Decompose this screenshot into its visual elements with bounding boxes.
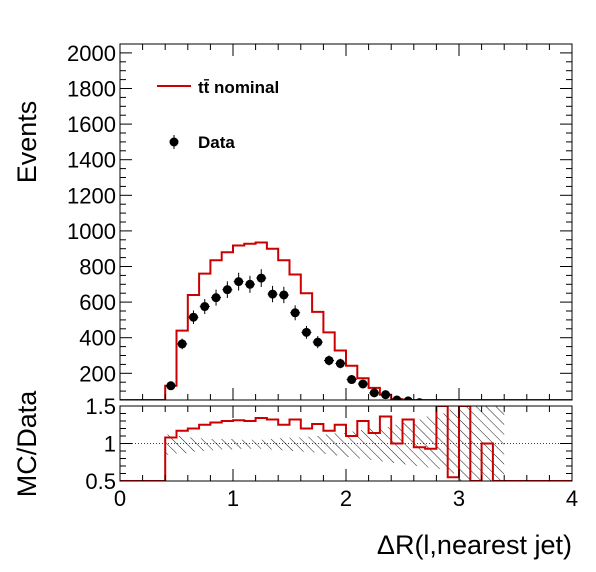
y-tick-label-main: 400	[79, 326, 116, 351]
x-tick-label: 2	[340, 486, 352, 511]
y-tick-label-main: 2000	[67, 41, 116, 66]
data-point	[211, 293, 221, 303]
data-point	[430, 399, 432, 400]
uncertainty-band	[289, 437, 301, 451]
data-point	[403, 396, 413, 400]
main-plot-frame	[119, 43, 573, 401]
data-point	[256, 273, 266, 283]
data-point	[245, 279, 255, 289]
uncertainty-band	[334, 433, 346, 456]
x-tick-label: 1	[227, 486, 239, 511]
uncertainty-band	[221, 439, 233, 450]
uncertainty-band	[300, 436, 313, 452]
data-point	[381, 390, 391, 400]
data-point	[290, 308, 300, 318]
data-point	[268, 289, 278, 299]
uncertainty-band	[312, 436, 324, 453]
x-tick-label: 0	[114, 486, 126, 511]
data-point	[200, 302, 210, 312]
y-axis-title-main: Events	[12, 101, 42, 184]
uncertainty-band	[379, 427, 392, 462]
uncertainty-band	[368, 428, 380, 460]
data-point	[301, 327, 311, 337]
y-tick-label-main: 1200	[67, 183, 116, 208]
y-tick-label-main: 200	[79, 361, 116, 386]
y-tick-label-main: 1800	[67, 77, 116, 102]
y-tick-label-ratio: 0.5	[85, 469, 116, 494]
uncertainty-band	[425, 416, 437, 468]
y-tick-label-main: 1400	[67, 148, 116, 173]
uncertainty-band	[266, 439, 279, 450]
data-point	[313, 337, 323, 347]
ratio-histogram	[120, 406, 572, 481]
data-point	[392, 395, 402, 400]
uncertainty-band	[233, 439, 245, 449]
legend-mc-label: tt̄ nominal	[198, 78, 279, 97]
data-point	[347, 375, 357, 385]
uncertainty-band	[210, 439, 222, 451]
uncertainty-band	[278, 438, 290, 451]
uncertainty-band	[176, 436, 188, 454]
y-tick-label-ratio: 1.5	[85, 394, 116, 419]
y-tick-label-main: 600	[79, 290, 116, 315]
x-axis-title: ΔR(l,nearest jet)	[377, 530, 572, 560]
uncertainty-band	[459, 406, 471, 481]
data-point	[335, 359, 345, 369]
data-point	[188, 312, 198, 322]
data-point	[166, 381, 176, 391]
uncertainty-band	[357, 430, 369, 459]
legend: tt̄ nominal Data	[157, 78, 279, 152]
main-panel: 200 400 600 800 1000 1200 1400 1600 1800 2000	[67, 41, 573, 401]
data-point	[369, 388, 379, 398]
y-tick-label-ratio: 1	[104, 432, 116, 457]
x-tick-label: 4	[566, 486, 578, 511]
data-point	[177, 339, 187, 349]
data-point	[358, 379, 368, 389]
uncertainty-band	[165, 434, 177, 455]
legend-data-label: Data	[198, 133, 235, 152]
y-axis-title-ratio: MC/Data	[12, 390, 42, 498]
uncertainty-band	[436, 413, 448, 469]
uncertainty-band	[413, 419, 426, 466]
data-point	[279, 290, 289, 300]
y-tick-label-main: 800	[79, 255, 116, 280]
x-tick-label: 3	[453, 486, 465, 511]
uncertainty-band	[323, 434, 335, 454]
data-point	[234, 277, 244, 287]
uncertainty-band	[346, 431, 358, 457]
uncertainty-band	[244, 439, 256, 449]
data-point	[222, 285, 232, 295]
y-tick-label-main: 1600	[67, 112, 116, 137]
uncertainty-band	[187, 437, 200, 452]
uncertainty-band	[199, 438, 211, 451]
uncertainty-band	[447, 409, 459, 474]
uncertainty-band	[255, 439, 267, 449]
uncertainty-band	[470, 406, 482, 481]
ratio-panel: 0.5 1 1.5 0 1 2 3 4	[85, 394, 578, 511]
y-tick-label-main: 1000	[67, 219, 116, 244]
data-point	[324, 355, 334, 365]
mc-nominal-histogram	[120, 241, 572, 400]
